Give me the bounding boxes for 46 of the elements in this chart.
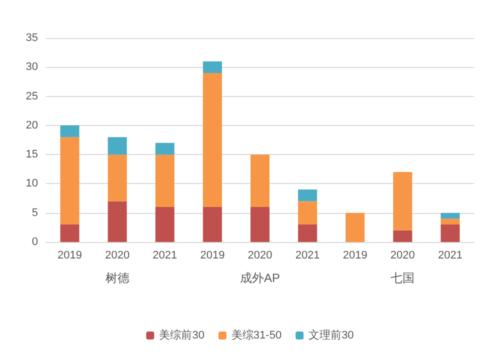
bar	[202, 72, 222, 208]
bar	[108, 137, 127, 155]
bar	[202, 207, 222, 242]
bar	[440, 218, 460, 225]
y-tick-label: 5	[32, 206, 38, 219]
bar	[60, 137, 80, 225]
x-tick-label: 2021	[295, 250, 320, 262]
bar	[440, 224, 460, 242]
y-tick-label: 30	[26, 61, 38, 74]
bar	[393, 230, 412, 242]
x-tick-label: 2020	[248, 250, 272, 262]
bar	[60, 125, 80, 138]
y-tick-label: 15	[26, 148, 38, 161]
y-tick-label: 0	[32, 236, 38, 248]
x-tick-label: 2019	[200, 250, 225, 262]
y-tick-label: 25	[26, 90, 38, 102]
y-tick-label: 10	[26, 178, 38, 190]
legend-label: 美综31-50	[231, 328, 282, 342]
text: 树德	[105, 271, 130, 285]
bar	[393, 172, 412, 230]
bar	[250, 207, 270, 242]
y-tick-label: 35	[26, 32, 38, 44]
bar	[346, 212, 365, 242]
legend-label: 文理前30	[308, 328, 354, 342]
x-tick-label: 2020	[105, 250, 130, 262]
legend-label: 美综前30	[159, 328, 204, 342]
x-tick-label: 2019	[58, 250, 82, 262]
bar	[155, 207, 174, 242]
bar	[440, 212, 460, 219]
bar	[298, 224, 318, 242]
text: 七国	[390, 271, 415, 285]
x-tick-label: 2021	[152, 250, 178, 262]
bar	[155, 154, 174, 208]
bar	[155, 142, 174, 155]
text: 成外AP	[240, 271, 280, 285]
bar	[108, 201, 127, 242]
x-tick-label: 2019	[342, 250, 368, 262]
bar	[202, 61, 222, 73]
bar	[298, 190, 318, 202]
bar	[60, 224, 80, 242]
bar	[298, 201, 318, 225]
y-tick-label: 20	[26, 119, 38, 132]
x-tick-label: 2021	[438, 250, 462, 262]
x-tick-label: 2020	[390, 250, 415, 262]
bar	[108, 154, 127, 202]
bar	[250, 154, 270, 208]
